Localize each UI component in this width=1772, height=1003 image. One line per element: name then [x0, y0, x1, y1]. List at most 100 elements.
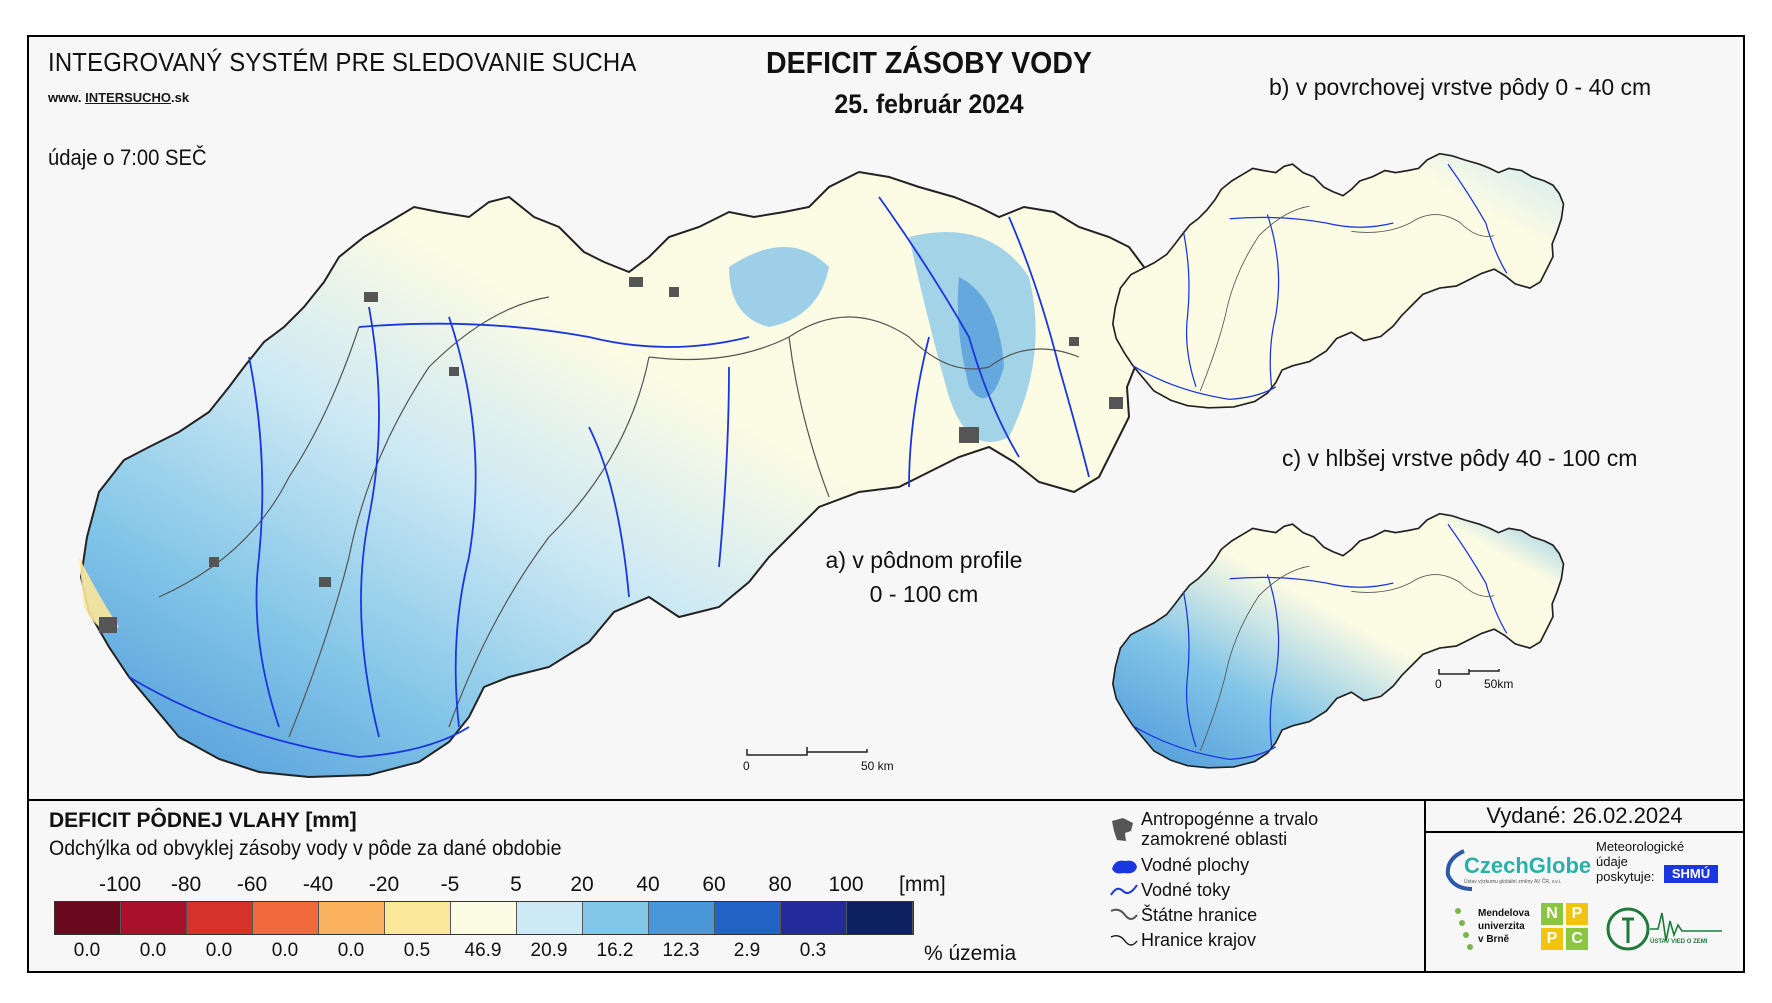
legend-percent-value: 2.9 — [733, 940, 761, 961]
legend-percent-value: 12.3 — [662, 940, 700, 961]
state-border-icon — [1110, 908, 1138, 920]
czechglobe-subtitle: Ústav výzkumu globální změny AV ČR, v.v.… — [1464, 879, 1562, 885]
nppc-p1: P — [1566, 903, 1588, 925]
legend-swatch — [121, 902, 187, 934]
mendelu-line3: v Brně — [1478, 934, 1510, 945]
website-name: INTERSUCHO — [85, 90, 172, 105]
mendelu-line2: univerzita — [1478, 921, 1525, 932]
scale-small-start: 0 — [1435, 677, 1442, 691]
legend-tick-label: 20 — [570, 873, 594, 896]
legend-swatch — [451, 902, 517, 934]
region-border-icon — [1110, 934, 1138, 946]
legend-swatch — [715, 902, 781, 934]
czechglobe-name: CzechGlobe — [1464, 853, 1592, 878]
legend-swatch — [583, 902, 649, 934]
legend-tick-label: -60 — [236, 873, 268, 896]
legend-percent-value: 0.0 — [205, 940, 233, 961]
legend-percent-value: 0.0 — [271, 940, 299, 961]
main-title: DEFICIT ZÁSOBY VODY — [766, 45, 1092, 80]
legend-swatch — [781, 902, 847, 934]
map-area: INTEGROVANÝ SYSTÉM PRE SLEDOVANIE SUCHA … — [29, 37, 1743, 799]
water-body-icon — [1112, 860, 1137, 874]
legend-swatch — [253, 902, 319, 934]
scale-main-end: 50 km — [861, 759, 894, 773]
legend-percent-value: 20.9 — [530, 940, 568, 961]
scale-small-end: 50km — [1484, 677, 1514, 691]
legend-swatch — [187, 902, 253, 934]
legend-tick-label: -40 — [302, 873, 334, 896]
scale-bar-main — [746, 747, 868, 756]
legend-tick-label: -5 — [440, 873, 460, 896]
legend-swatch — [55, 902, 121, 934]
scale-main-start: 0 — [743, 759, 750, 773]
legend-percent-value: 46.9 — [464, 940, 502, 961]
legend-percent-value: 0.0 — [337, 940, 365, 961]
anthropogenic-area-icon — [1112, 818, 1133, 841]
legend-tick-label: -20 — [368, 873, 400, 896]
issuer-box: Vydané: 26.02.2024 CzechGlobe Ústav výzk… — [1424, 799, 1743, 971]
map-c-label: c) v hlbšej vrstve pôdy 40 - 100 cm — [1282, 445, 1638, 471]
map-a-label-line1: a) v pôdnom profile — [825, 547, 1023, 573]
legend-tick-label: 60 — [702, 873, 726, 896]
legend-tick-label: -80 — [170, 873, 202, 896]
seismograph-icon — [1606, 907, 1722, 951]
data-time-note: údaje o 7:00 SEČ — [48, 145, 207, 170]
legend-tick-label: 40 — [636, 873, 660, 896]
legend-tick-label: 5 — [510, 873, 522, 896]
scale-bar-small — [1438, 669, 1500, 675]
mendelu-dots-icon — [1455, 908, 1473, 950]
ustav-vied-logo: ÚSTAV VIED O ZEMI — [1606, 901, 1726, 957]
ustav-name: ÚSTAV VIED O ZEMI — [1650, 939, 1708, 945]
map-a — [79, 171, 1155, 778]
meteo-line3: poskytuje: — [1596, 869, 1655, 884]
legend-anthropogenic-line1: Antropogénne a trvalo — [1141, 809, 1319, 829]
legend-anthropogenic-line2: zamokrené oblasti — [1141, 829, 1288, 849]
legend-tick-label: -100 — [98, 873, 142, 896]
meteo-line1: Meteorologické — [1596, 839, 1685, 854]
nppc-logo: N P P C — [1541, 903, 1588, 950]
river-icon — [1110, 884, 1138, 896]
legend-swatch — [649, 902, 715, 934]
legend-colorbar — [54, 901, 914, 935]
legend-divider — [29, 799, 1743, 801]
legend-title: DEFICIT PÔDNEJ VLAHY [mm] — [49, 809, 357, 832]
nppc-n: N — [1541, 903, 1563, 925]
legend-percent-value: 16.2 — [596, 940, 634, 961]
legend-percent-value: 0.0 — [139, 940, 167, 961]
meteo-note: Meteorologické údaje poskytuje: — [1596, 839, 1684, 884]
czechglobe-swoosh-icon — [1445, 849, 1473, 891]
legend-swatch — [385, 902, 451, 934]
legend-percent-value: 0.0 — [73, 940, 101, 961]
mendelu-line1: Mendelova — [1478, 908, 1530, 919]
legend-swatch — [517, 902, 583, 934]
legend-tick-label: 80 — [768, 873, 792, 896]
percent-label: % územia — [924, 942, 1017, 965]
legend-swatch — [319, 902, 385, 934]
mendelu-logo: Mendelova univerzita v Brně — [1455, 907, 1530, 950]
nppc-p2: P — [1541, 928, 1563, 950]
map-a-label-line2: 0 - 100 cm — [869, 581, 979, 607]
map-c — [1111, 512, 1565, 769]
legend-percent-value: 0.3 — [799, 940, 827, 961]
legend-percent-value: 0.5 — [403, 940, 431, 961]
website-suffix: .sk — [171, 90, 190, 105]
map-frame: INTEGROVANÝ SYSTÉM PRE SLEDOVANIE SUCHA … — [27, 35, 1745, 973]
map-b — [1111, 152, 1565, 409]
legend-water-bodies: Vodné plochy — [1141, 855, 1250, 875]
shmu-logo: SHMÚ — [1664, 865, 1718, 883]
main-date: 25. február 2024 — [834, 89, 1024, 119]
website-prefix: www. — [48, 90, 82, 105]
legend-swatch — [847, 902, 913, 934]
legend-water-streams: Vodné toky — [1141, 880, 1231, 900]
legend-region-border: Hranice krajov — [1141, 930, 1257, 950]
legend-tick-label: 100 — [828, 873, 864, 896]
website-link[interactable]: www. INTERSUCHO.sk — [48, 90, 189, 105]
map-b-label: b) v povrchovej vrstve pôdy 0 - 40 cm — [1269, 74, 1652, 100]
nppc-c: C — [1566, 928, 1588, 950]
legend-unit: [mm] — [899, 873, 946, 896]
system-title: INTEGROVANÝ SYSTÉM PRE SLEDOVANIE SUCHA — [48, 47, 637, 77]
meteo-line2: údaje — [1596, 854, 1628, 869]
legend-state-border: Štátne hranice — [1141, 905, 1258, 925]
maps-svg — [79, 152, 1565, 778]
legend-subtitle: Odchýlka od obvyklej zásoby vody v pôde … — [49, 837, 562, 860]
